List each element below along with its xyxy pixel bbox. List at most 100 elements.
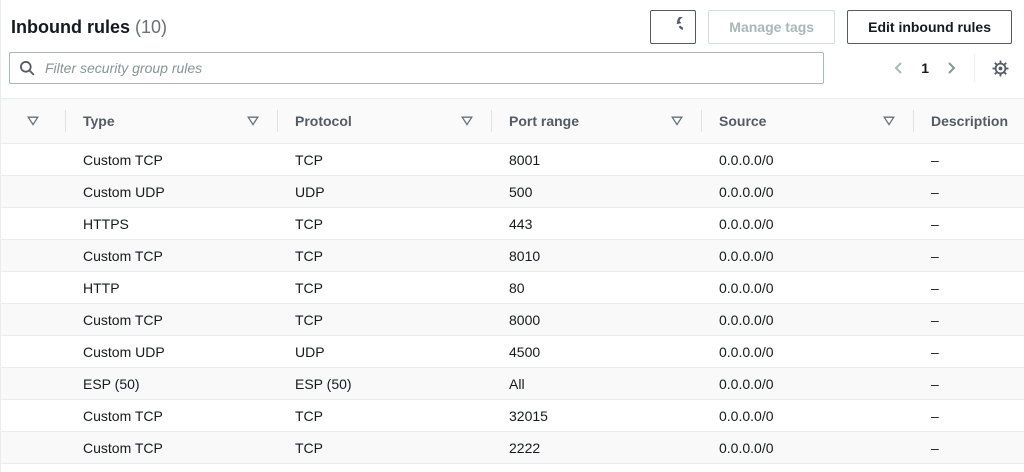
row-select-cell: [1, 335, 65, 368]
header-actions: Manage tags Edit inbound rules: [650, 10, 1012, 44]
cell-port-range: 8001: [491, 143, 701, 176]
column-label: Source: [719, 113, 767, 129]
cell-protocol: UDP: [277, 335, 491, 368]
table-row[interactable]: Custom TCP TCP 8000 0.0.0.0/0 –: [1, 303, 1024, 336]
row-select-cell: [1, 239, 65, 272]
cell-type: Custom TCP: [65, 431, 277, 464]
cell-protocol: ESP (50): [277, 367, 491, 400]
cell-protocol: TCP: [277, 271, 491, 304]
cell-protocol: TCP: [277, 207, 491, 240]
cell-type: Custom TCP: [65, 143, 277, 176]
cell-port-range: 443: [491, 207, 701, 240]
cell-description: –: [913, 431, 1024, 464]
cell-type: Custom TCP: [65, 399, 277, 432]
cell-description: –: [913, 271, 1024, 304]
table-row[interactable]: Custom UDP UDP 500 0.0.0.0/0 –: [1, 175, 1024, 208]
preferences-button[interactable]: [987, 55, 1014, 82]
column-header-protocol[interactable]: Protocol: [277, 98, 491, 144]
cell-port-range: 4500: [491, 335, 701, 368]
filter-icon[interactable]: [27, 116, 39, 126]
search-box[interactable]: [9, 52, 825, 84]
filter-icon[interactable]: [883, 116, 895, 126]
cell-description: –: [913, 175, 1024, 208]
pagination-divider: [974, 54, 975, 82]
page-title-text: Inbound rules: [11, 16, 130, 37]
column-header-type[interactable]: Type: [65, 98, 277, 144]
cell-port-range: 80: [491, 271, 701, 304]
manage-tags-button[interactable]: Manage tags: [708, 10, 836, 44]
row-select-cell: [1, 399, 65, 432]
column-label: Protocol: [295, 113, 352, 129]
cell-description: –: [913, 143, 1024, 176]
cell-port-range: 8010: [491, 239, 701, 272]
cell-type: Custom UDP: [65, 175, 277, 208]
cell-port-range: 32015: [491, 399, 701, 432]
cell-source: 0.0.0.0/0: [701, 143, 913, 176]
row-select-cell: [1, 143, 65, 176]
chevron-left-icon: [892, 60, 905, 76]
cell-source: 0.0.0.0/0: [701, 303, 913, 336]
row-select-cell: [1, 175, 65, 208]
cell-type: Custom TCP: [65, 303, 277, 336]
cell-type: Custom UDP: [65, 335, 277, 368]
row-select-cell: [1, 367, 65, 400]
cell-protocol: TCP: [277, 399, 491, 432]
cell-description: –: [913, 335, 1024, 368]
cell-source: 0.0.0.0/0: [701, 431, 913, 464]
cell-type: HTTP: [65, 271, 277, 304]
filter-icon[interactable]: [461, 116, 473, 126]
table-row[interactable]: HTTPS TCP 443 0.0.0.0/0 –: [1, 207, 1024, 240]
rules-table-body: Custom TCP TCP 8001 0.0.0.0/0 – Custom U…: [1, 143, 1024, 464]
chevron-right-icon: [945, 60, 958, 76]
table-row[interactable]: Custom TCP TCP 8010 0.0.0.0/0 –: [1, 239, 1024, 272]
cell-description: –: [913, 303, 1024, 336]
filter-icon[interactable]: [671, 116, 683, 126]
column-header-description[interactable]: Description: [913, 98, 1024, 144]
column-label: Description: [931, 113, 1009, 129]
cell-protocol: UDP: [277, 175, 491, 208]
cell-protocol: TCP: [277, 431, 491, 464]
table-row[interactable]: HTTP TCP 80 0.0.0.0/0 –: [1, 271, 1024, 304]
filter-icon[interactable]: [247, 116, 259, 126]
cell-source: 0.0.0.0/0: [701, 367, 913, 400]
header-bar: Inbound rules (10) Manage tags Edit inbo…: [1, 0, 1024, 52]
refresh-button[interactable]: [650, 10, 697, 44]
cell-source: 0.0.0.0/0: [701, 207, 913, 240]
cell-type: HTTPS: [65, 207, 277, 240]
filter-row: 1: [1, 52, 1024, 84]
table-row[interactable]: Custom TCP TCP 32015 0.0.0.0/0 –: [1, 399, 1024, 432]
search-input[interactable]: [43, 59, 815, 77]
cell-description: –: [913, 399, 1024, 432]
column-header-select[interactable]: [1, 98, 65, 144]
column-label: Type: [83, 113, 115, 129]
cell-port-range: 2222: [491, 431, 701, 464]
table-row[interactable]: Custom TCP TCP 2222 0.0.0.0/0 –: [1, 431, 1024, 464]
cell-type: Custom TCP: [65, 239, 277, 272]
cell-port-range: 8000: [491, 303, 701, 336]
cell-source: 0.0.0.0/0: [701, 271, 913, 304]
pagination: 1: [886, 54, 1014, 82]
cell-source: 0.0.0.0/0: [701, 399, 913, 432]
gear-icon: [991, 59, 1010, 78]
rules-count: (10): [135, 16, 168, 37]
column-header-port-range[interactable]: Port range: [491, 98, 701, 144]
table-row[interactable]: Custom UDP UDP 4500 0.0.0.0/0 –: [1, 335, 1024, 368]
column-label: Port range: [509, 113, 580, 129]
column-header-source[interactable]: Source: [701, 98, 913, 144]
table-row[interactable]: ESP (50) ESP (50) All 0.0.0.0/0 –: [1, 367, 1024, 400]
table-row[interactable]: Custom TCP TCP 8001 0.0.0.0/0 –: [1, 143, 1024, 176]
rules-table: Type Protocol: [1, 98, 1024, 464]
next-page-button[interactable]: [939, 56, 964, 80]
edit-inbound-rules-button[interactable]: Edit inbound rules: [847, 10, 1012, 44]
row-select-cell: [1, 431, 65, 464]
row-select-cell: [1, 271, 65, 304]
cell-source: 0.0.0.0/0: [701, 335, 913, 368]
cell-type: ESP (50): [65, 367, 277, 400]
cell-source: 0.0.0.0/0: [701, 175, 913, 208]
table-header: Type Protocol: [1, 98, 1024, 144]
current-page-number[interactable]: 1: [921, 60, 929, 76]
cell-description: –: [913, 207, 1024, 240]
cell-protocol: TCP: [277, 303, 491, 336]
previous-page-button[interactable]: [886, 56, 911, 80]
